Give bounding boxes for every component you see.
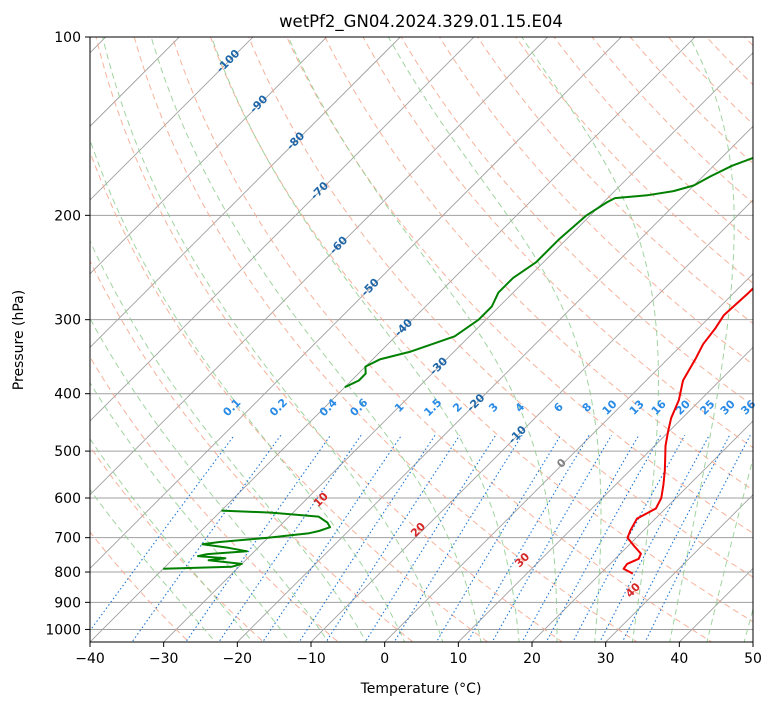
- moist-adiabat-line: [90, 239, 367, 642]
- mixing-ratio-line: [599, 434, 710, 642]
- mixing-ratio-line: [491, 434, 613, 642]
- moist-adiabat-line: [287, 37, 558, 642]
- dry-adiabat-line: [90, 259, 414, 642]
- isotherm-line: [163, 52, 753, 642]
- moist-adiabat-line: [90, 488, 216, 642]
- dry-adiabat-line: [362, 37, 753, 449]
- mixing-ratio-line: [364, 434, 497, 642]
- moist-adiabat-line: [90, 437, 254, 642]
- isotherm-line: [531, 420, 753, 642]
- mixing-ratio-line: [572, 434, 686, 642]
- dry-adiabat-line: [90, 445, 265, 642]
- dry-adiabat-line: [95, 37, 564, 642]
- moist-adiabat-line: [102, 37, 444, 642]
- isotherm-line: [90, 37, 622, 570]
- x-tick-label: −40: [75, 651, 105, 667]
- x-tick-label: −10: [296, 651, 326, 667]
- moist-adiabat-line: [706, 456, 753, 642]
- dewpoint-profile-line: [163, 509, 332, 570]
- dry-adiabat-line: [209, 37, 753, 623]
- dry-adiabat-line: [248, 37, 753, 578]
- background-lines: [90, 37, 753, 642]
- moist-adiabat-line: [669, 37, 735, 642]
- temperature-profile-line: [622, 286, 753, 575]
- plot-frame: [89, 36, 754, 643]
- mixing-ratio-line: [435, 434, 562, 642]
- mixing-ratio-line: [466, 434, 590, 642]
- y-tick-label: 500: [54, 444, 81, 460]
- moist-adiabat-line: [90, 381, 291, 642]
- dry-adiabat-line: [515, 37, 753, 284]
- isotherm-line: [90, 37, 328, 275]
- x-tick-label: 50: [744, 651, 762, 667]
- isotherm-line: [90, 37, 475, 422]
- dry-adiabat-line: [324, 37, 753, 491]
- moist-adiabat-line: [521, 37, 659, 642]
- x-axis-title: Temperature (°C): [360, 681, 482, 697]
- isotherm-line: [605, 494, 753, 642]
- y-tick-label: 100: [54, 30, 81, 46]
- mixing-ratio-line: [621, 434, 731, 642]
- x-tick-label: 20: [523, 651, 541, 667]
- isotherm-line: [457, 346, 753, 642]
- mixing-ratio-line: [131, 434, 282, 642]
- moist-adiabat-line: [150, 37, 482, 642]
- moist-adiabat-line: [90, 138, 406, 642]
- x-tick-label: 0: [380, 651, 389, 667]
- isotherm-line: [90, 37, 254, 201]
- dewpoint_upper-profile-line: [344, 156, 753, 389]
- y-tick-label: 200: [54, 208, 81, 224]
- chart-title: wetPf2_GN04.2024.329.01.15.E04: [279, 12, 563, 32]
- dry-adiabat-line: [286, 37, 753, 534]
- isotherm-line: [310, 199, 753, 642]
- x-axis: −40 −30 −20 −10 0 10 20 30 40 50: [75, 642, 762, 667]
- moist-adiabat-line: [387, 37, 602, 642]
- y-tick-label: 1000: [45, 622, 81, 638]
- dry-adiabat-line: [90, 150, 489, 642]
- mixing-ratio-line: [262, 434, 403, 642]
- mixing-ratio-line: [644, 434, 751, 642]
- y-tick-label: 600: [54, 491, 81, 507]
- y-tick-label: 800: [54, 565, 81, 581]
- y-tick-label: 300: [54, 313, 81, 329]
- dry-adiabat-line: [90, 356, 340, 642]
- y-axis: 100 200 300 400 500 600 700 800 900 1000: [45, 30, 90, 638]
- isotherm-line: [90, 37, 180, 127]
- y-tick-label: 900: [54, 595, 81, 611]
- dry-adiabat-line: [90, 531, 190, 642]
- isotherm-line: [384, 273, 753, 642]
- mixing-ratio-line: [218, 434, 362, 642]
- isotherm-line: [236, 125, 753, 642]
- mixing-ratio-line: [545, 434, 662, 642]
- mixing-ratio-line: [521, 434, 640, 642]
- dry-adiabat-line: [133, 37, 638, 642]
- y-tick-label: 700: [54, 531, 81, 547]
- x-tick-label: 40: [670, 651, 688, 667]
- dry-adiabat-line: [171, 37, 713, 642]
- y-axis-title: Pressure (hPa): [11, 290, 27, 390]
- isotherm-line: [90, 37, 401, 348]
- sounding-profiles: [163, 156, 753, 575]
- y-tick-label: 400: [54, 387, 81, 403]
- isotherm-line: [90, 37, 549, 496]
- x-tick-label: 10: [449, 651, 467, 667]
- isotherm-line: [90, 37, 696, 642]
- moist-adiabat-line: [210, 37, 520, 642]
- x-tick-label: −20: [223, 651, 253, 667]
- x-tick-label: −30: [149, 651, 179, 667]
- x-tick-label: 30: [597, 651, 615, 667]
